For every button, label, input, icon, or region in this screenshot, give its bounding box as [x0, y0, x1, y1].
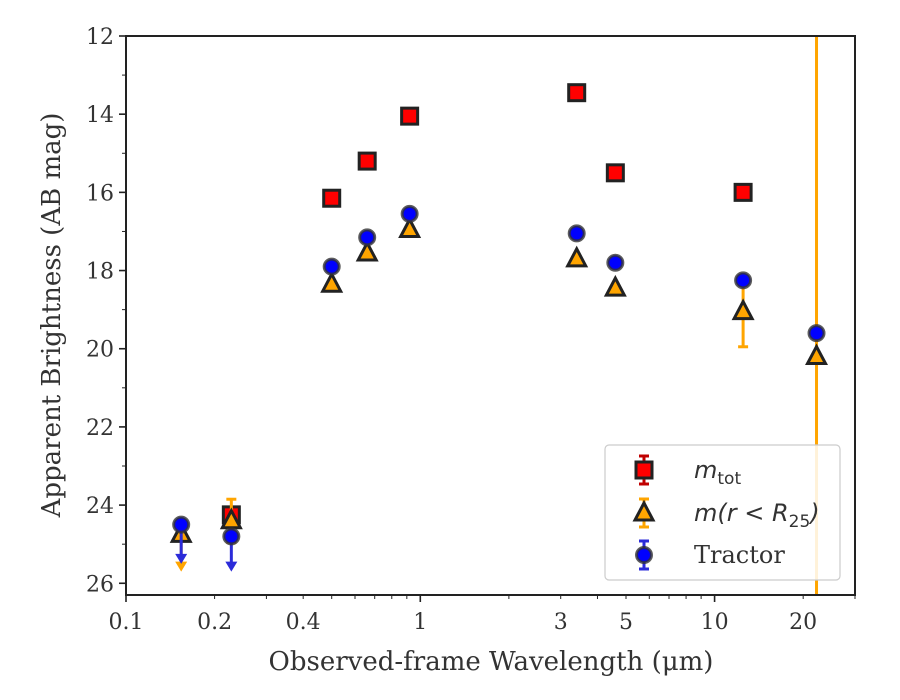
- x-tick-label: 10: [701, 610, 729, 635]
- plot-area: [169, 36, 829, 595]
- tractor-marker: [172, 515, 191, 534]
- legend-entry: m(r < R25): [632, 497, 820, 532]
- mtot-marker: [605, 163, 625, 183]
- legend: mtot m(r < R25) Tractor: [604, 444, 841, 581]
- upper-limit-head: [175, 561, 188, 572]
- x-tick-label: 20: [789, 610, 817, 635]
- x-tick-label: 1: [413, 610, 427, 635]
- y-tick-label: 12: [86, 25, 114, 50]
- x-tick-label: 0.2: [197, 610, 232, 635]
- tractor-marker: [567, 224, 586, 243]
- legend-marker: [632, 499, 656, 522]
- mr25-marker: [565, 245, 589, 268]
- mtot-marker: [322, 188, 342, 208]
- legend-label: mtot: [694, 456, 741, 489]
- mr25-marker: [320, 271, 344, 293]
- series-2: [172, 204, 826, 572]
- legend-marker: [634, 460, 654, 480]
- x-tick-label: 3: [554, 610, 568, 635]
- y-tick-label: 18: [86, 260, 114, 285]
- plot-frame: [125, 35, 856, 596]
- y-tick-label: 16: [86, 181, 114, 206]
- tractor-marker: [400, 204, 419, 223]
- legend-entry: mtot: [634, 454, 741, 489]
- legend-label: Tractor: [694, 541, 785, 569]
- legend-entry: Tractor: [635, 539, 785, 571]
- legend-box: [604, 444, 841, 581]
- series-0: [221, 83, 753, 525]
- tractor-marker: [358, 228, 377, 247]
- tractor-marker: [734, 271, 753, 290]
- mtot-marker: [567, 83, 587, 103]
- mr25-marker: [355, 239, 379, 262]
- y-tick-label: 14: [86, 103, 114, 128]
- legend-marker: [635, 546, 653, 564]
- x-tick-label: 0.1: [109, 610, 144, 635]
- y-tick-label: 20: [86, 338, 114, 363]
- tractor-marker: [222, 527, 241, 546]
- y-axis-label: Apparent Brightness (AB mag): [37, 113, 67, 519]
- mtot-marker: [733, 182, 753, 202]
- y-axis: 12 14 16 18 20 22 24 26: [86, 25, 126, 597]
- mr25-marker: [805, 343, 829, 366]
- y-tick-label: 24: [86, 494, 114, 519]
- x-tick-label: 5: [619, 610, 633, 635]
- upper-limit-head: [225, 561, 238, 572]
- tractor-marker: [606, 253, 625, 272]
- mr25-marker: [603, 274, 627, 297]
- tractor-marker: [322, 257, 341, 276]
- mr25-marker: [731, 298, 755, 321]
- mtot-marker: [357, 151, 377, 171]
- tractor-marker: [807, 324, 826, 343]
- legend-label: m(r < R25): [694, 499, 820, 532]
- x-axis: 0.1 0.2 0.4 1 3 5 10 20: [109, 595, 856, 635]
- x-tick-label: 0.4: [286, 610, 321, 635]
- y-tick-label: 22: [86, 416, 114, 441]
- x-axis-label: Observed-frame Wavelength (μm): [269, 647, 714, 677]
- mr25-marker: [398, 216, 422, 238]
- y-tick-label: 26: [86, 572, 114, 597]
- mtot-marker: [400, 106, 420, 126]
- upper-limit-head: [175, 553, 188, 564]
